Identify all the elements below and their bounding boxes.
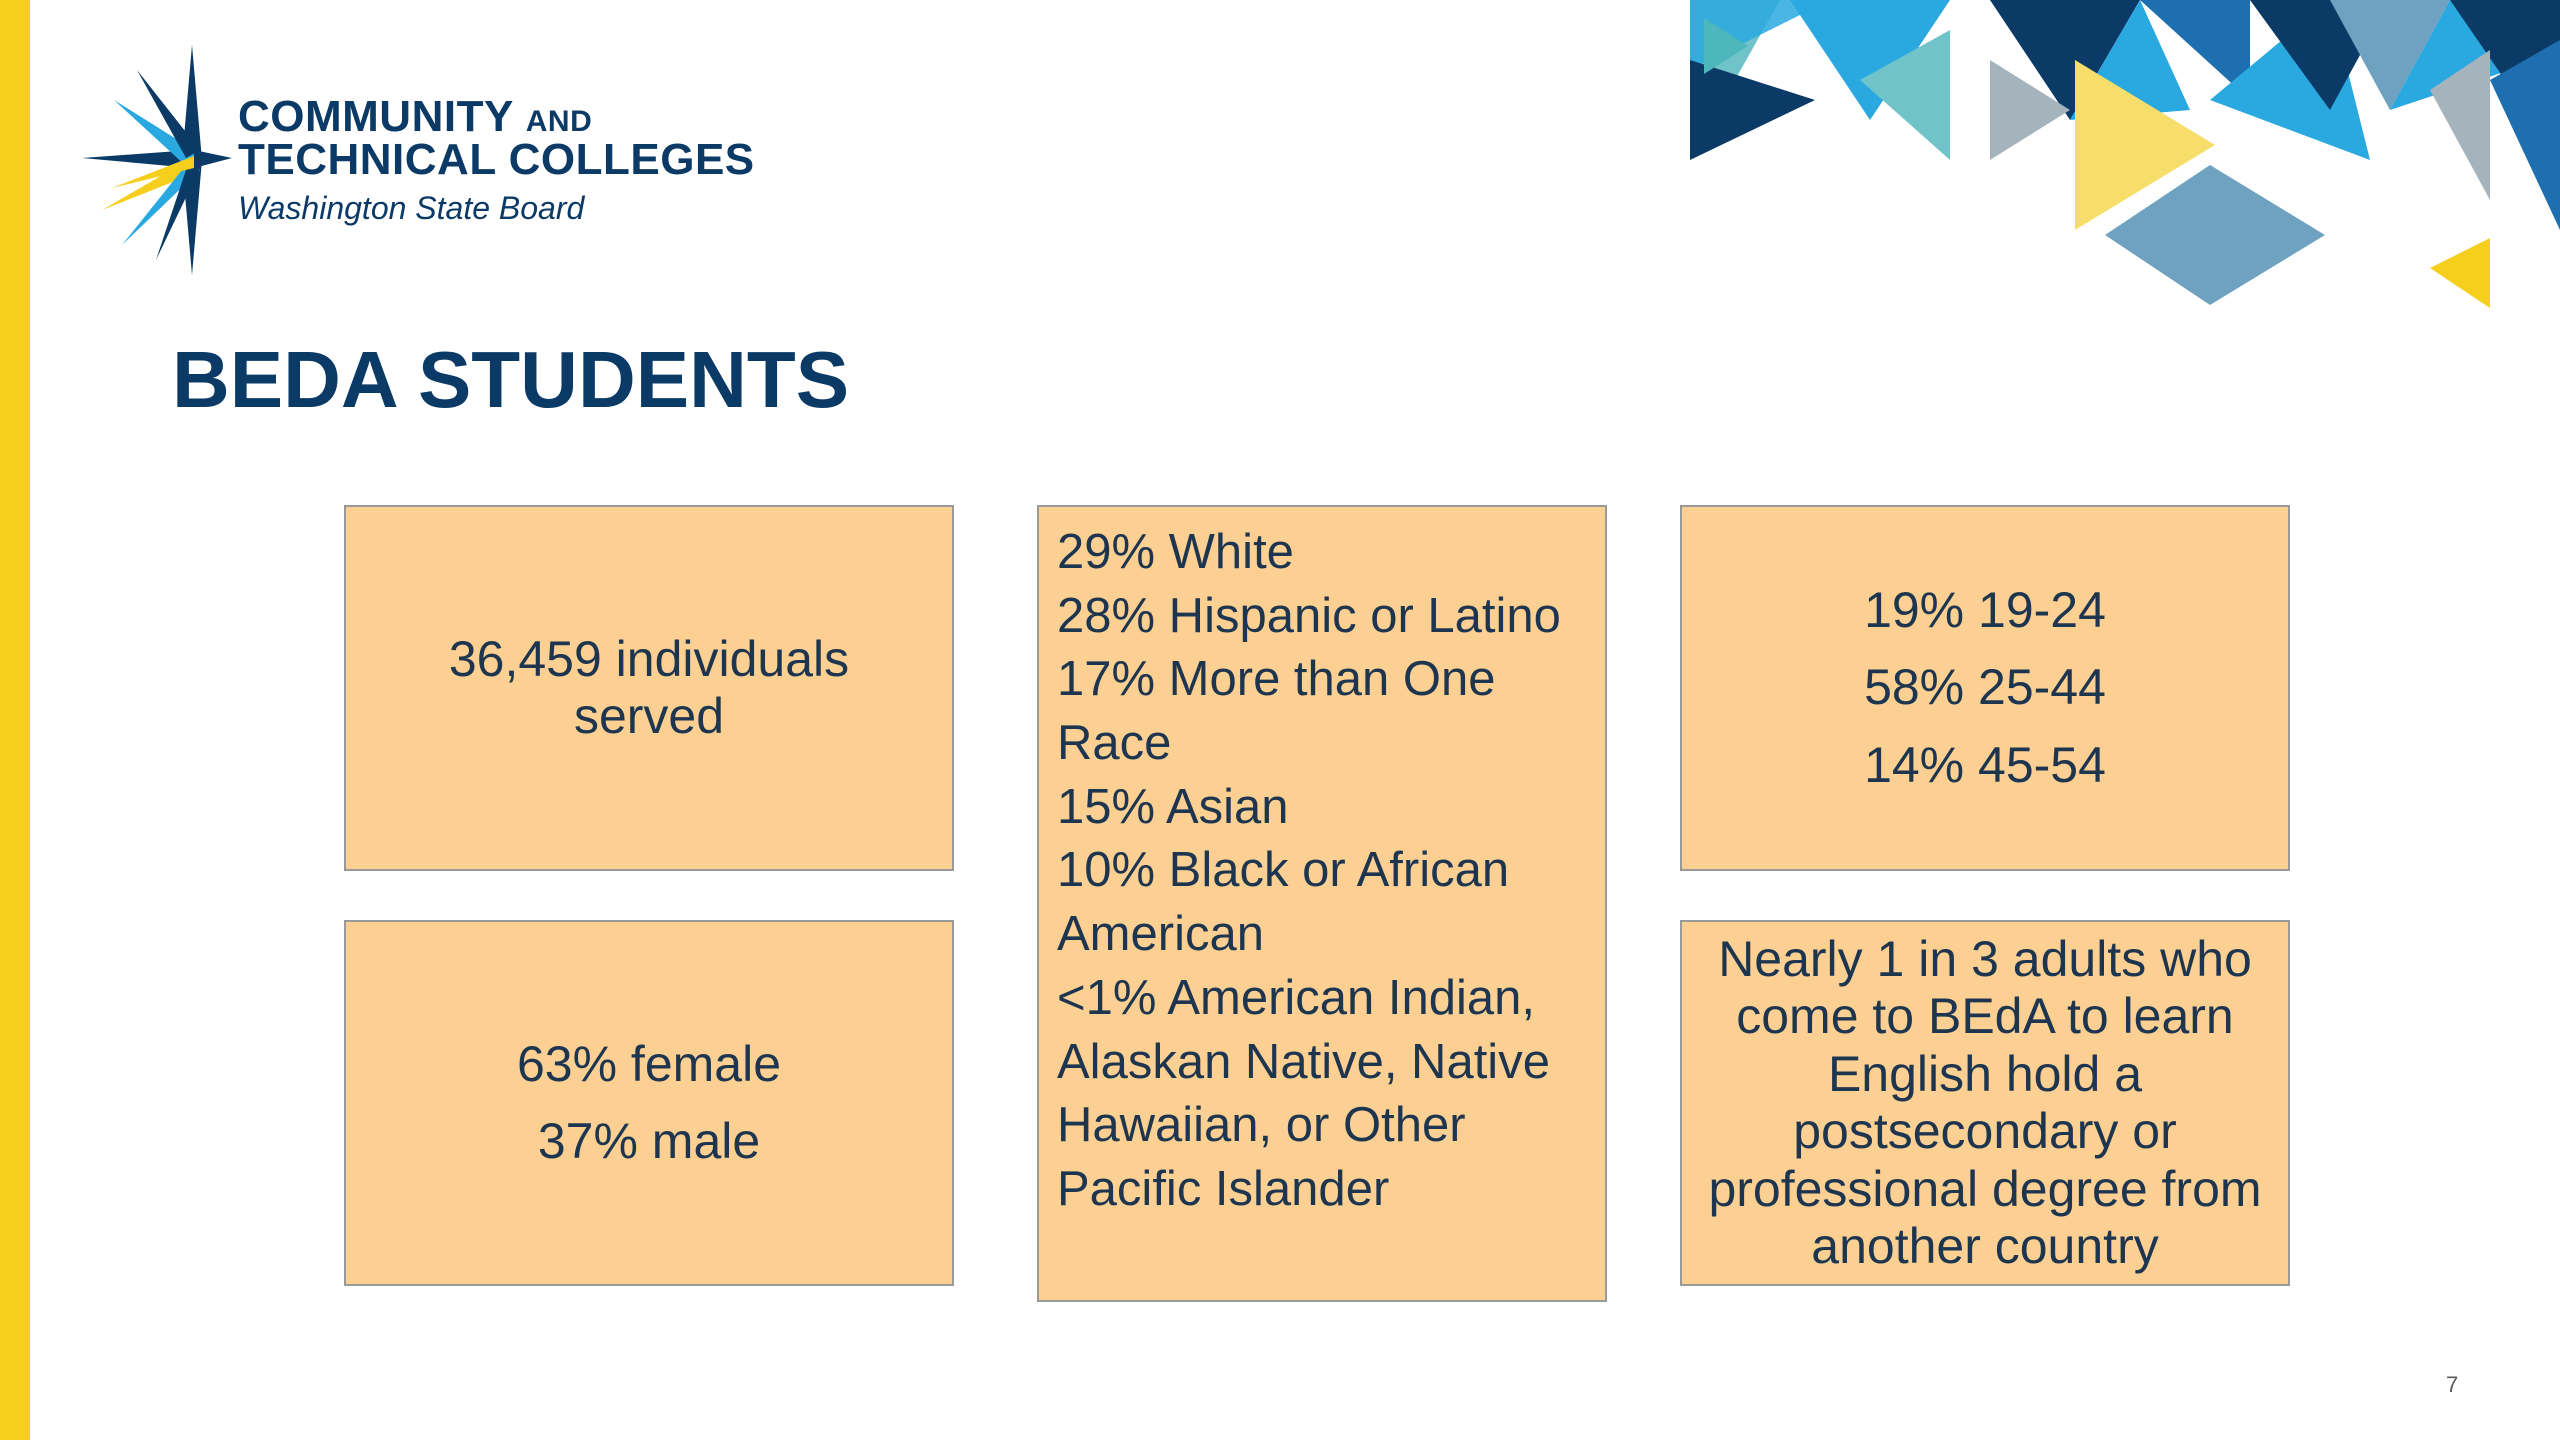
foreign-degree-box: Nearly 1 in 3 adults who come to BEdA to… xyxy=(1680,920,2290,1286)
starburst-logo-icon xyxy=(82,45,232,275)
gender-box: 63% female 37% male xyxy=(344,920,954,1286)
age-45-54: 14% 45-54 xyxy=(1864,736,2106,793)
accent-bar xyxy=(0,0,30,1440)
race-item-hispanic: 28% Hispanic or Latino xyxy=(1057,588,1561,643)
gender-male: 37% male xyxy=(537,1113,761,1169)
logo-text-line1: COMMUNITY AND xyxy=(238,92,593,141)
race-item-native: <1% American Indian, Alaskan Native, Nat… xyxy=(1057,970,1550,1216)
page-number: 7 xyxy=(2446,1372,2459,1397)
race-list: 29% White 28% Hispanic or Latino 17% Mor… xyxy=(1057,521,1587,1222)
race-item-black: 10% Black or African American xyxy=(1057,843,1510,962)
logo: COMMUNITY AND TECHNICAL COLLEGES Washing… xyxy=(82,40,782,280)
race-item-multiracial: 17% More than One Race xyxy=(1057,652,1496,771)
age-box: 19% 19-24 58% 25-44 14% 45-54 xyxy=(1680,505,2290,871)
race-item-white: 29% White xyxy=(1057,525,1294,579)
gender-female: 63% female xyxy=(516,1035,782,1092)
race-item-asian: 15% Asian xyxy=(1057,779,1289,834)
age-25-44: 58% 25-44 xyxy=(1864,659,2106,716)
logo-text-line3: Washington State Board xyxy=(238,190,585,226)
decorative-triangles xyxy=(1690,0,2560,308)
race-ethnicity-box: 29% White 28% Hispanic or Latino 17% Mor… xyxy=(1037,505,1607,1302)
logo-text-line2: TECHNICAL COLLEGES xyxy=(238,135,755,184)
age-19-24: 19% 19-24 xyxy=(1864,581,2106,638)
logo-text-and: AND xyxy=(525,105,593,138)
individuals-served-text: 36,459 individuals served xyxy=(448,630,850,745)
foreign-degree-text: Nearly 1 in 3 adults who come to BEdA to… xyxy=(1708,930,2262,1275)
individuals-served-box: 36,459 individuals served xyxy=(344,505,954,871)
small-teal-triangle-icon xyxy=(1704,18,1748,74)
slide-title: BEDA STUDENTS xyxy=(172,335,850,424)
